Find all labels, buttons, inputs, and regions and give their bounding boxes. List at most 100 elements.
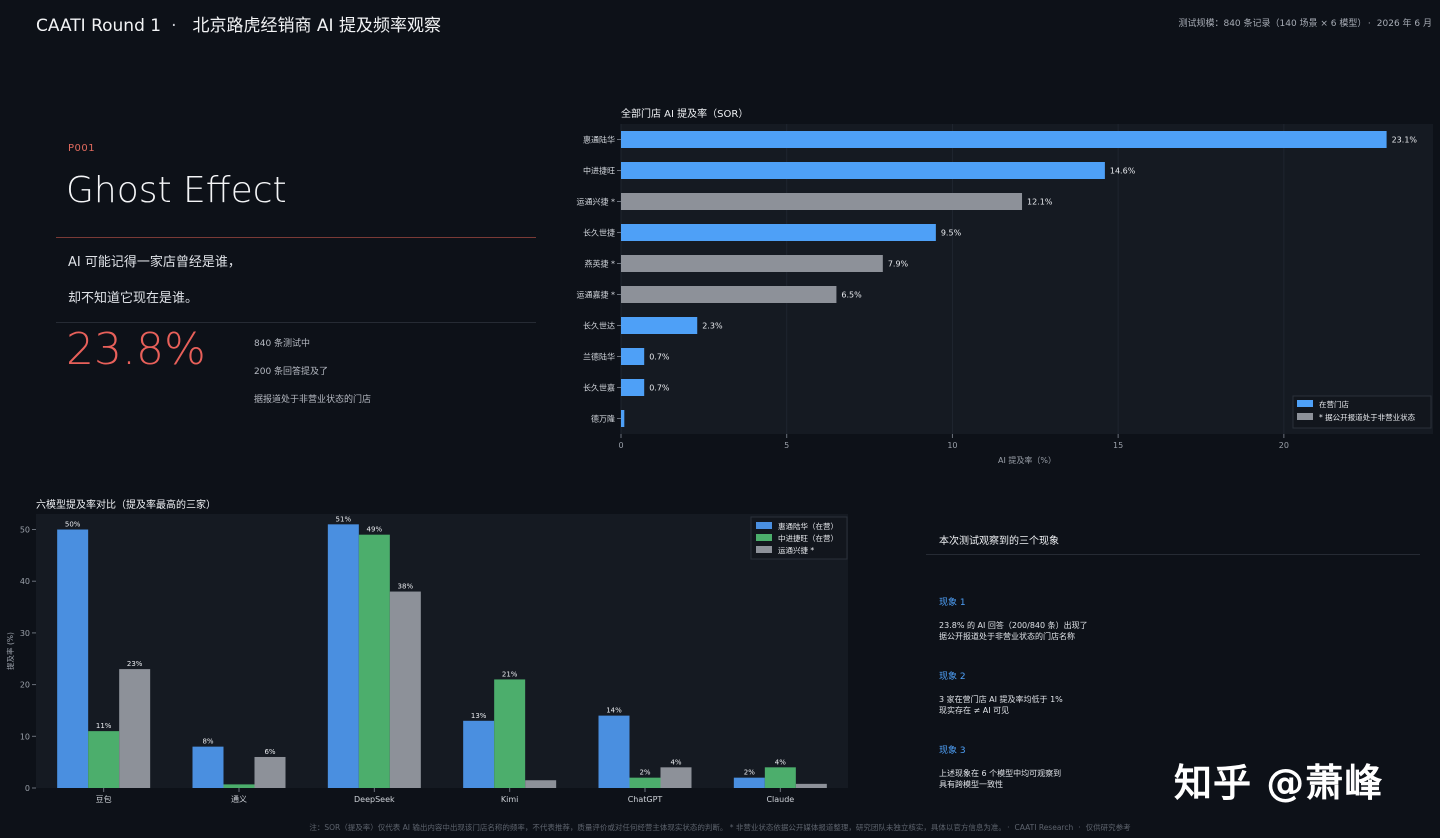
sor-value-label: 2.3% — [702, 322, 723, 331]
observation-2-line-1: 3 家在营门店 AI 提及率均低于 1% — [939, 695, 1063, 704]
sor-bar — [621, 131, 1387, 148]
sor-value-label: 9.5% — [941, 229, 962, 238]
model-bar — [598, 715, 630, 788]
y-tick-label: 40 — [20, 577, 30, 586]
report-date: 2026 年 6 月 — [1376, 19, 1432, 29]
model-value-label: 21% — [502, 670, 518, 678]
model-bar — [629, 777, 661, 788]
footer-org: CAATI Research — [1014, 823, 1074, 832]
model-bar — [254, 756, 286, 788]
x-tick-label: 5 — [784, 441, 789, 450]
sor-bar — [621, 379, 645, 396]
finding-headline: Ghost Effect — [66, 170, 287, 211]
model-value-label: 6% — [264, 748, 275, 756]
model-bar — [358, 534, 390, 788]
model-chart: 0 10 20 30 40 50 提及率 (%) 50% 11% 23% 豆包 8% 6% 通义 51% 49… — [5, 514, 848, 804]
sor-bar — [621, 286, 837, 303]
model-bar — [192, 746, 224, 788]
sor-chart-title: 全部门店 AI 提及率（SOR） — [621, 109, 749, 120]
model-bar — [57, 529, 89, 788]
observation-1-line-2: 据公开报道处于非营业状态的门店名称 — [939, 632, 1075, 641]
footer-separator-2: · — [1078, 823, 1081, 832]
report-title: 北京路虎经销商 AI 提及频率观察 — [192, 16, 441, 36]
model-label: Claude — [766, 795, 794, 804]
store-label: 长久世嘉 — [583, 383, 615, 393]
model-bar — [327, 524, 359, 788]
model-value-label: 2% — [744, 769, 755, 777]
observation-2-line-2: 现实存在 ≠ AI 可见 — [939, 706, 1010, 715]
store-label: 惠通陆华 — [583, 135, 615, 145]
store-label: 运通嘉捷 * — [576, 290, 615, 300]
plot-area — [36, 514, 848, 788]
x-tick-label: 0 — [618, 441, 623, 450]
sor-bar — [621, 193, 1023, 210]
model-value-label: 14% — [606, 707, 622, 715]
legend-swatch — [1297, 413, 1313, 420]
model-chart-title: 六模型提及率对比（提及率最高的三家） — [36, 500, 216, 511]
stat-line-1: 840 条测试中 — [254, 339, 311, 349]
legend-swatch — [756, 546, 772, 553]
model-bar — [223, 784, 255, 788]
store-label: 中进捷旺 — [583, 166, 615, 176]
model-value-label: 13% — [471, 712, 487, 720]
store-label: 兰德陆华 — [583, 352, 615, 362]
y-tick-label: 0 — [25, 784, 30, 793]
zhihu-watermark: 知乎 @萧峰 — [1174, 761, 1384, 805]
sor-value-label: 14.6% — [1110, 167, 1136, 176]
stat-line-2: 200 条回答提及了 — [254, 367, 329, 377]
model-value-label: 2% — [639, 769, 650, 777]
observation-2-heading: 现象 2 — [939, 672, 966, 682]
observations-panel: 本次测试观察到的三个现象 现象 1 23.8% 的 AI 回答（200/840 … — [926, 520, 1420, 810]
model-label: 豆包 — [96, 794, 112, 804]
model-label: 通义 — [231, 794, 247, 804]
model-bar — [764, 767, 796, 788]
observations-title: 本次测试观察到的三个现象 — [939, 536, 1059, 547]
header-separator: · — [171, 16, 177, 36]
observation-3-line-1: 上述现象在 6 个模型中均可观察到 — [939, 769, 1062, 778]
top-bar: CAATI Round 1 · 北京路虎经销商 AI 提及频率观察 测试规模：840… — [0, 0, 1440, 44]
model-bar — [494, 679, 526, 788]
legend-label: 中进捷旺（在营） — [778, 533, 838, 543]
x-tick-label: 20 — [1279, 441, 1289, 450]
model-label: ChatGPT — [628, 795, 663, 804]
sor-bar — [621, 410, 625, 427]
observations-divider — [926, 554, 1420, 555]
sor-bar — [621, 348, 645, 365]
sor-chart-panel: 全部门店 AI 提及率（SOR） 0 5 10 15 20 AI 提及率（%） 惠通陆华 23… — [565, 100, 1440, 470]
sor-value-label: 0.7% — [649, 353, 670, 362]
legend-swatch — [1297, 400, 1313, 407]
y-tick-label: 10 — [20, 732, 30, 741]
model-bar — [389, 591, 421, 788]
sor-value-label: 0.7% — [649, 384, 670, 393]
model-value-label: 38% — [398, 583, 414, 591]
accent-divider — [56, 237, 536, 238]
x-axis-label: AI 提及率（%） — [998, 455, 1056, 465]
sor-bar — [621, 317, 698, 334]
lead-line-1: AI 可能记得一家店曾经是谁， — [68, 255, 241, 270]
y-tick-label: 20 — [20, 681, 30, 690]
model-legend: 惠通陆华（在营） 中进捷旺（在营） 运通兴捷 * — [750, 516, 848, 560]
store-label: 德万隆 — [591, 414, 615, 424]
y-axis-label: 提及率 (%) — [5, 632, 15, 670]
model-value-label: 51% — [336, 515, 352, 523]
store-label: 长久世达 — [583, 321, 615, 331]
observation-3-heading: 现象 3 — [939, 746, 966, 756]
x-tick-label: 15 — [1113, 441, 1123, 450]
sor-value-label: 23.1% — [1392, 136, 1418, 145]
model-value-label: 11% — [96, 722, 112, 730]
sor-bar — [621, 224, 936, 241]
meta-separator: · — [1367, 19, 1371, 29]
model-value-label: 4% — [670, 758, 681, 766]
finding-code: P001 — [68, 143, 96, 154]
sor-legend: 在营门店 * 据公开报道处于非营业状态 — [1292, 395, 1432, 429]
sor-chart: 0 5 10 15 20 AI 提及率（%） 惠通陆华 23.1% 中进捷旺 14.6% 运通兴捷 … — [576, 124, 1433, 465]
legend-label: 惠通陆华（在营） — [778, 521, 838, 531]
legend-swatch — [756, 522, 772, 529]
sor-value-label: 12.1% — [1027, 198, 1053, 207]
sor-bar — [621, 255, 883, 272]
sor-value-label: 6.5% — [841, 291, 862, 300]
store-label: 长久世捷 — [583, 228, 615, 238]
footer-research-only: 仅供研究参考 — [1085, 823, 1131, 832]
model-label: DeepSeek — [354, 795, 395, 804]
model-value-label: 4% — [775, 758, 786, 766]
